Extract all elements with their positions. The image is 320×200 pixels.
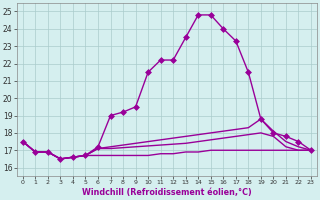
X-axis label: Windchill (Refroidissement éolien,°C): Windchill (Refroidissement éolien,°C): [82, 188, 252, 197]
